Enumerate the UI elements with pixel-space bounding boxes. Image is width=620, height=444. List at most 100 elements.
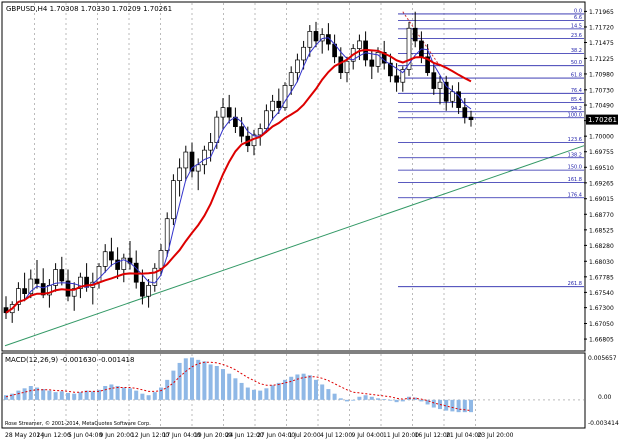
macd-histogram-bar xyxy=(53,392,58,400)
fibo-level-label: 100.0 xyxy=(568,112,582,118)
macd-histogram-bar xyxy=(264,388,269,400)
macd-histogram-bar xyxy=(16,390,21,400)
price-tick-label: 1.67050 xyxy=(589,321,614,328)
macd-histogram-bar xyxy=(338,398,343,400)
macd-signal-line xyxy=(5,361,472,412)
price-tick-label: 1.71720 xyxy=(589,24,614,31)
macd-histogram-bar xyxy=(128,388,132,400)
candle-body xyxy=(270,100,275,112)
macd-histogram-bar xyxy=(413,397,418,400)
macd-histogram-bar xyxy=(456,399,461,413)
price-tick-label: 1.69265 xyxy=(589,180,614,187)
price-tick-label: 1.68525 xyxy=(589,227,614,234)
macd-histogram-bar xyxy=(72,393,77,400)
candle-body xyxy=(3,307,9,314)
time-tick-label: 17 Jun 04:00 xyxy=(163,432,201,439)
time-tick-label: 19 Jun 20:00 xyxy=(194,432,232,439)
current-price-label: 1.70261 xyxy=(588,116,617,124)
macd-histogram-bar xyxy=(258,390,263,400)
macd-histogram-bar xyxy=(121,387,126,400)
candle-body xyxy=(369,59,375,67)
macd-histogram-bar xyxy=(382,399,387,400)
slow-moving-average xyxy=(5,48,472,314)
candle-body xyxy=(264,110,269,129)
fibo-level-label: 23.6 xyxy=(571,33,582,39)
fibo-level-label: 176.4 xyxy=(568,192,582,198)
candle-body xyxy=(400,69,406,83)
time-tick-label: 23 Jul 20:00 xyxy=(478,432,514,439)
fibo-level-label: 76.4 xyxy=(571,88,582,94)
fibo-level-label: 38.2 xyxy=(571,48,582,54)
candle-body xyxy=(140,281,145,297)
macd-histogram-bar xyxy=(221,369,225,400)
macd-histogram-bar xyxy=(376,398,380,400)
macd-histogram-bar xyxy=(394,399,399,403)
macd-histogram-bar xyxy=(208,364,213,400)
candle-body xyxy=(28,278,34,295)
macd-histogram-bar xyxy=(252,389,256,400)
macd-histogram-bar xyxy=(134,390,139,400)
macd-histogram-bar xyxy=(233,378,238,400)
trendline-layer xyxy=(4,145,585,347)
macd-indicator xyxy=(3,357,584,413)
macd-histogram-bar xyxy=(450,399,455,412)
price-tick-label: 1.69510 xyxy=(589,165,614,172)
macd-histogram-bar xyxy=(152,392,157,400)
candle-body xyxy=(443,81,449,102)
macd-histogram-bar xyxy=(369,396,374,400)
macd-histogram-bar xyxy=(289,376,294,400)
macd-histogram-bar xyxy=(22,388,27,400)
price-tick-label: 1.71225 xyxy=(589,56,614,63)
moving-averages xyxy=(5,37,472,314)
macd-histogram-bar xyxy=(276,382,281,400)
candle-body xyxy=(16,288,21,305)
macd-panel-frame xyxy=(1,352,586,429)
candle-body xyxy=(183,151,189,169)
macd-histogram-bar xyxy=(227,373,232,400)
macd-histogram-bar xyxy=(332,393,337,400)
candle-body xyxy=(257,128,263,136)
macd-histogram-bar xyxy=(66,392,70,400)
candle-body xyxy=(164,218,170,251)
time-tick-label: 27 Jun 04:00 xyxy=(257,432,295,439)
candle-body xyxy=(208,142,213,151)
candle-body xyxy=(177,167,182,181)
candle-body xyxy=(40,283,46,296)
macd-histogram-bar xyxy=(214,366,219,400)
macd-histogram-bar xyxy=(146,395,151,400)
time-tick-label: 9 Jun 20:00 xyxy=(100,432,134,439)
macd-histogram-bar xyxy=(425,399,430,405)
candle-body xyxy=(158,250,164,269)
candle-body xyxy=(412,27,418,42)
time-tick-label: 12 Jun 12:00 xyxy=(131,432,169,439)
macd-axis-bottom: -0.003414 xyxy=(588,420,619,427)
fibo-level-label: 150.0 xyxy=(568,165,582,171)
candle-body xyxy=(282,85,288,108)
price-tick-label: 1.69755 xyxy=(589,149,614,156)
macd-histogram-bar xyxy=(10,393,15,400)
macd-histogram-bar xyxy=(326,389,331,400)
macd-histogram-bar xyxy=(183,358,188,400)
candle-body xyxy=(313,31,319,42)
price-axis: 1.71965 1.71720 1.71475 1.71225 1.70980 1.707… xyxy=(584,9,614,344)
macd-histogram-bar xyxy=(245,387,250,400)
candle-body xyxy=(381,52,387,64)
candle-body xyxy=(437,81,443,89)
macd-histogram-bar xyxy=(283,379,287,400)
price-tick-label: 1.67300 xyxy=(589,305,614,312)
time-tick-label: 28 May 2014 xyxy=(5,432,44,439)
macd-histogram-bar xyxy=(78,392,83,400)
macd-header: MACD(12,26,9) -0.001630 -0.001418 xyxy=(5,356,134,364)
candle-body xyxy=(220,107,226,118)
macd-histogram-bar xyxy=(84,390,89,400)
macd-histogram-bar xyxy=(388,399,393,401)
candle-body xyxy=(59,269,65,282)
candle-body xyxy=(152,267,158,286)
macd-axis-zero: 0.00 xyxy=(598,394,612,401)
candle-body xyxy=(65,280,71,297)
macd-histogram-bar xyxy=(159,387,163,400)
price-tick-label: 1.71965 xyxy=(589,9,614,16)
